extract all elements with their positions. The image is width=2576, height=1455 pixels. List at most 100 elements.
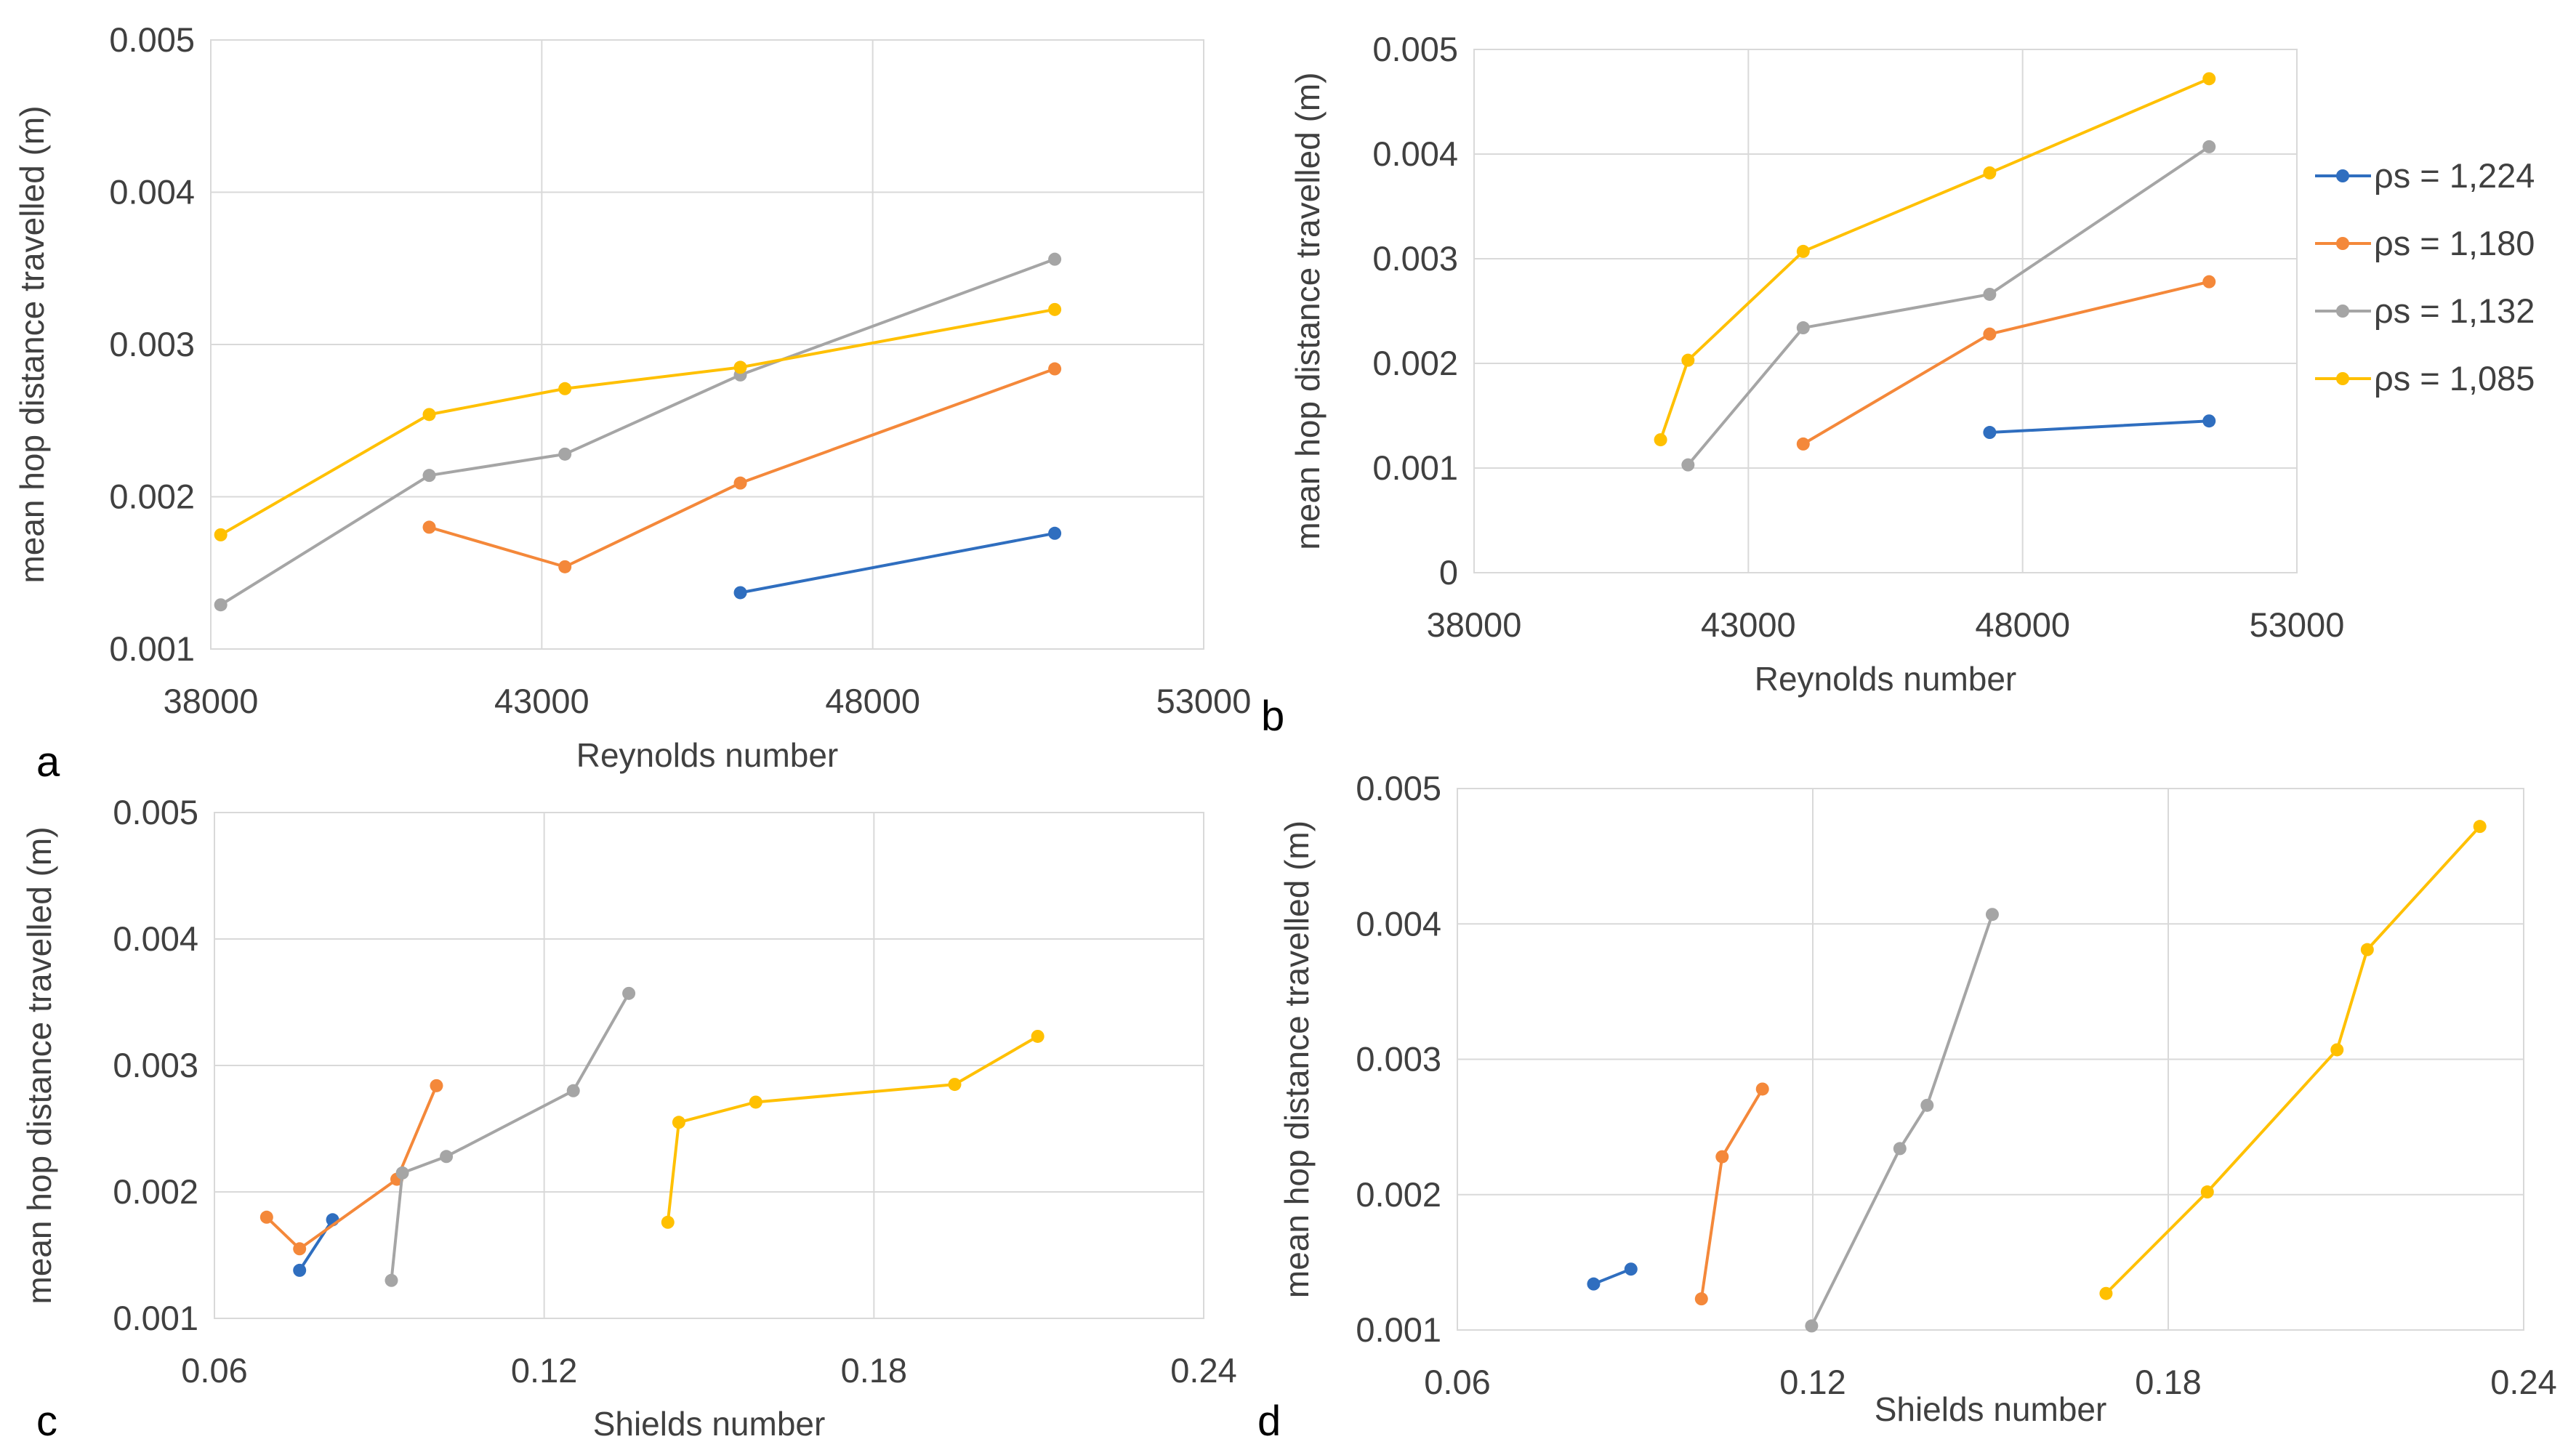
data-point: [1920, 1098, 1934, 1112]
x-tick-label: 0.12: [1779, 1363, 1846, 1401]
x-tick-label: 0.12: [511, 1351, 577, 1390]
data-point: [2202, 140, 2216, 153]
x-tick-label: 0.24: [2490, 1363, 2556, 1401]
y-tick-label: 0.002: [109, 477, 195, 516]
data-point: [749, 1095, 762, 1109]
data-point: [1985, 908, 1999, 922]
series-line-rho-1132: [1686, 145, 2211, 467]
legend-label: ρs = 1,132: [2374, 291, 2535, 330]
panel-d-chart: 0.001 0.002 0.003 0.004 0.005 0.06 0.12 0.18 0.2…: [1257, 769, 2557, 1445]
series-line-rho-1224: [1988, 419, 2211, 435]
y-tick-label: 0.003: [109, 325, 195, 363]
data-point: [948, 1078, 962, 1092]
data-point: [422, 469, 436, 483]
data-point: [1796, 437, 1810, 451]
data-point: [2200, 1185, 2214, 1199]
y-tick-label: 0.002: [1356, 1175, 1441, 1214]
y-tick-label: 0.004: [1372, 134, 1458, 173]
y-axis-label: mean hop distance travelled (m): [20, 826, 58, 1304]
data-point: [422, 520, 436, 534]
y-axis-label: mean hop distance travelled (m): [1289, 72, 1327, 549]
data-point: [1048, 302, 1062, 316]
data-point: [1031, 1029, 1045, 1043]
y-tick-label: 0.003: [1356, 1040, 1441, 1079]
x-axis-label: Reynolds number: [576, 736, 839, 774]
y-tick-label: 0.001: [1372, 448, 1458, 487]
data-point: [733, 586, 747, 600]
data-point: [1755, 1082, 1769, 1096]
data-point: [2202, 72, 2216, 86]
y-axis-label: mean hop distance travelled (m): [13, 105, 51, 583]
data-point: [1796, 244, 1810, 258]
series-line-rho-1132: [1810, 913, 1994, 1328]
data-point: [672, 1116, 685, 1129]
panel-letter-a: a: [36, 738, 60, 786]
series-line-rho-1085: [666, 1034, 1039, 1224]
x-tick-label: 48000: [1975, 605, 2070, 644]
data-point: [293, 1263, 307, 1277]
y-tick-label: 0.005: [113, 793, 198, 831]
data-point: [2473, 820, 2487, 834]
y-tick-label: 0.003: [113, 1046, 198, 1084]
x-tick-label: 0.06: [181, 1351, 247, 1390]
x-tick-label: 0.06: [1424, 1363, 1490, 1401]
data-point: [1654, 433, 1667, 447]
legend-swatch-marker: [2336, 372, 2349, 385]
data-point: [1805, 1319, 1819, 1333]
data-point: [1983, 426, 1997, 440]
data-point: [2360, 943, 2374, 956]
data-point: [1624, 1262, 1638, 1276]
legend-swatch-marker: [2336, 237, 2349, 250]
series-line-rho-1132: [390, 991, 631, 1282]
x-tick-label: 38000: [164, 682, 259, 720]
data-point: [440, 1150, 454, 1164]
x-tick-label: 0.18: [2135, 1363, 2201, 1401]
data-point: [661, 1215, 675, 1229]
data-point: [214, 528, 228, 541]
y-tick-label: 0.005: [1356, 769, 1441, 807]
x-tick-label: 38000: [1427, 605, 1522, 644]
plot-area-frame: [214, 812, 1204, 1319]
data-point: [1893, 1142, 1907, 1156]
data-point: [422, 408, 436, 422]
data-point: [1983, 327, 1997, 341]
legend-label: ρs = 1,180: [2374, 224, 2535, 262]
y-axis-label: mean hop distance travelled (m): [1278, 821, 1316, 1298]
legend-swatch-marker: [2336, 305, 2349, 318]
y-tick-label: 0.005: [1372, 30, 1458, 68]
data-point: [2330, 1043, 2344, 1057]
data-point: [2202, 414, 2216, 428]
data-point: [1587, 1277, 1601, 1291]
data-point: [1048, 362, 1062, 376]
x-tick-label: 53000: [2250, 605, 2345, 644]
series-line-rho-1132: [219, 257, 1057, 607]
x-tick-label: 53000: [1156, 682, 1252, 720]
data-point: [558, 447, 572, 461]
panel-letter-d: d: [1257, 1398, 1281, 1445]
data-point: [259, 1210, 273, 1224]
series-line-rho-1180: [427, 367, 1057, 568]
y-tick-label: 0.001: [1356, 1310, 1441, 1349]
x-tick-label: 0.24: [1170, 1351, 1236, 1390]
data-point: [1796, 321, 1810, 335]
data-point: [385, 1273, 398, 1287]
panel-a-chart: 0.001 0.002 0.003 0.004 0.005 38000 43000 48000…: [13, 20, 1251, 786]
series-line-rho-1180: [265, 1084, 438, 1251]
x-tick-label: 0.18: [841, 1351, 907, 1390]
data-point: [558, 560, 572, 573]
x-axis-label: Shields number: [1875, 1390, 2107, 1428]
legend: ρs = 1,224 ρs = 1,180 ρs = 1,132 ρs = 1,085: [2315, 156, 2535, 398]
data-point: [733, 476, 747, 490]
data-point: [622, 986, 636, 1000]
x-tick-label: 48000: [825, 682, 920, 720]
y-tick-label: 0.001: [113, 1299, 198, 1337]
y-tick-label: 0.002: [113, 1172, 198, 1211]
data-point: [558, 382, 572, 395]
data-point: [1715, 1150, 1729, 1164]
x-tick-label: 43000: [494, 682, 589, 720]
plot-area-frame: [210, 39, 1204, 650]
data-point: [1681, 458, 1695, 472]
data-point: [214, 598, 228, 612]
series-line-rho-1224: [738, 531, 1057, 595]
